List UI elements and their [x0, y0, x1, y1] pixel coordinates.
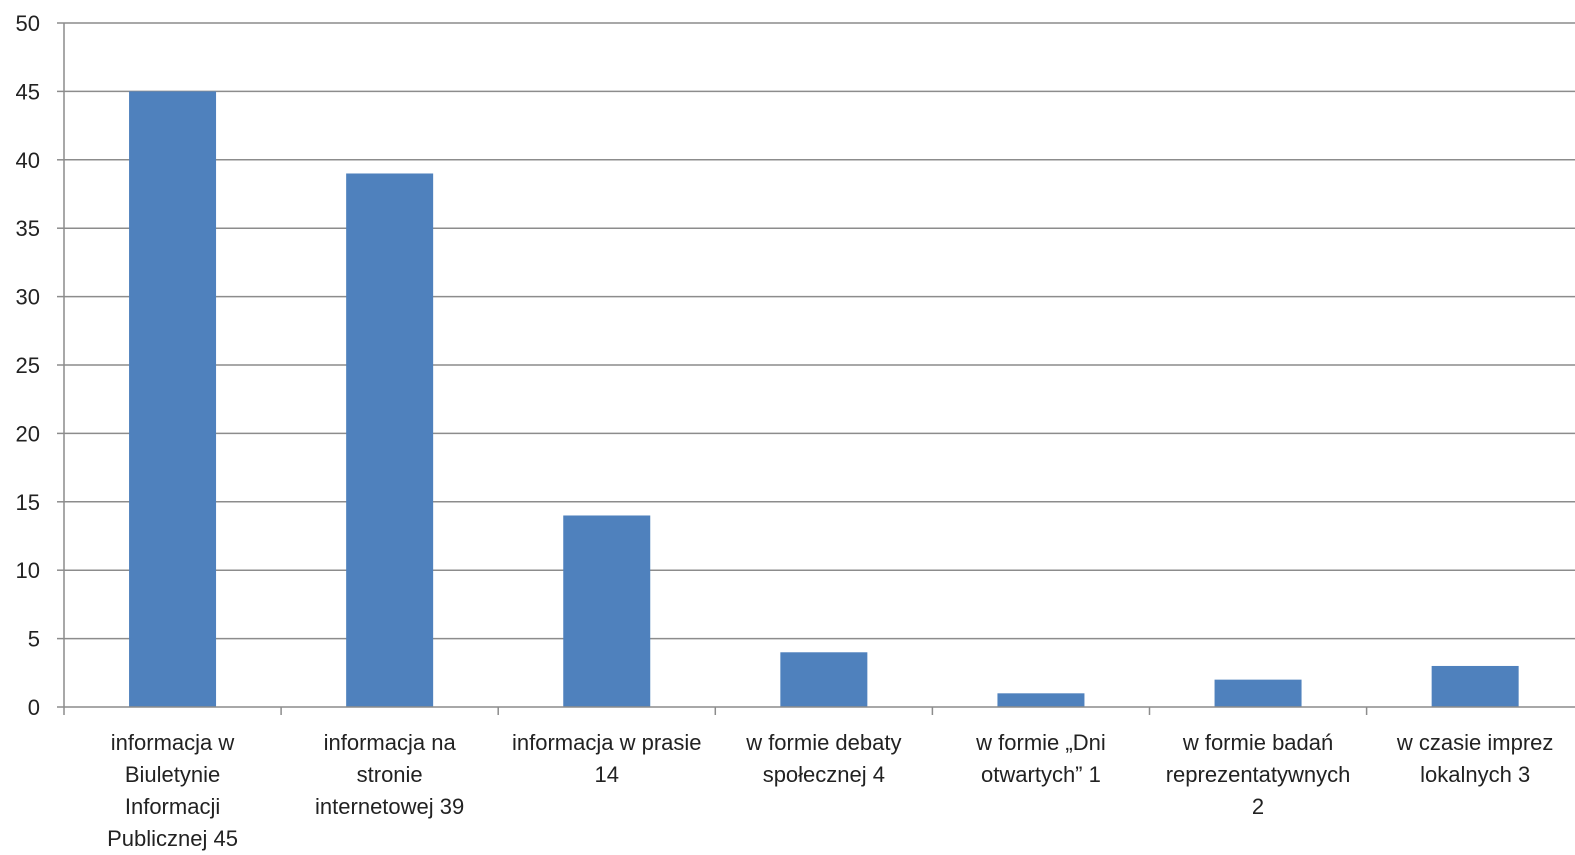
- x-category-label: w formie debaty społecznej 4: [745, 730, 901, 787]
- x-category-label-line: 2: [1252, 794, 1264, 819]
- x-category-label-line: Biuletynie: [125, 762, 220, 787]
- x-category-label-line: 14: [595, 762, 619, 787]
- y-tick-label: 30: [16, 285, 40, 310]
- x-category-label: w formie „Dni otwartych” 1: [975, 730, 1106, 787]
- y-tick-label: 45: [16, 79, 40, 104]
- y-tick-label: 50: [16, 11, 40, 36]
- bar: [780, 652, 868, 707]
- x-category-label-line: lokalnych 3: [1420, 762, 1530, 787]
- x-category-label-line: społecznej 4: [763, 762, 885, 787]
- x-category-label-line: w czasie imprez: [1396, 730, 1553, 755]
- x-category-label-line: w formie debaty: [745, 730, 901, 755]
- x-category-label-line: informacja w prasie: [512, 730, 702, 755]
- x-category-label-line: w formie badań: [1182, 730, 1333, 755]
- x-category-label-line: stronie: [357, 762, 423, 787]
- bar: [563, 515, 651, 707]
- x-category-label-line: reprezentatywnych: [1166, 762, 1351, 787]
- x-category-label: informacja na stronie internetowej 39: [315, 730, 464, 819]
- x-category-label: informacja w Biuletynie Informacji Publiczn…: [107, 730, 238, 851]
- x-category-label: w formie badań reprezentatywnych 2: [1166, 730, 1351, 819]
- y-tick-label: 10: [16, 558, 40, 583]
- bar: [1431, 665, 1519, 707]
- x-category-label: w czasie imprez lokalnych 3: [1396, 730, 1553, 787]
- x-category-label-line: Publicznej 45: [107, 826, 238, 851]
- bar: [129, 91, 217, 707]
- y-tick-label: 25: [16, 353, 40, 378]
- x-category-label-line: Informacji: [125, 794, 220, 819]
- y-tick-label: 35: [16, 216, 40, 241]
- x-category-label: informacja w prasie 14: [512, 730, 702, 787]
- bar: [346, 173, 434, 708]
- bar: [1214, 679, 1302, 707]
- x-category-label-line: otwartych” 1: [981, 762, 1101, 787]
- y-tick-label: 40: [16, 148, 40, 173]
- y-tick-label: 0: [28, 695, 40, 720]
- x-category-label-line: informacja na: [324, 730, 457, 755]
- x-category-label-line: w formie „Dni: [975, 730, 1106, 755]
- y-tick-label: 15: [16, 490, 40, 515]
- x-category-label-line: informacja w: [111, 730, 235, 755]
- x-category-label-line: internetowej 39: [315, 794, 464, 819]
- y-tick-label: 20: [16, 421, 40, 446]
- y-tick-label: 5: [28, 627, 40, 652]
- bar: [997, 693, 1085, 707]
